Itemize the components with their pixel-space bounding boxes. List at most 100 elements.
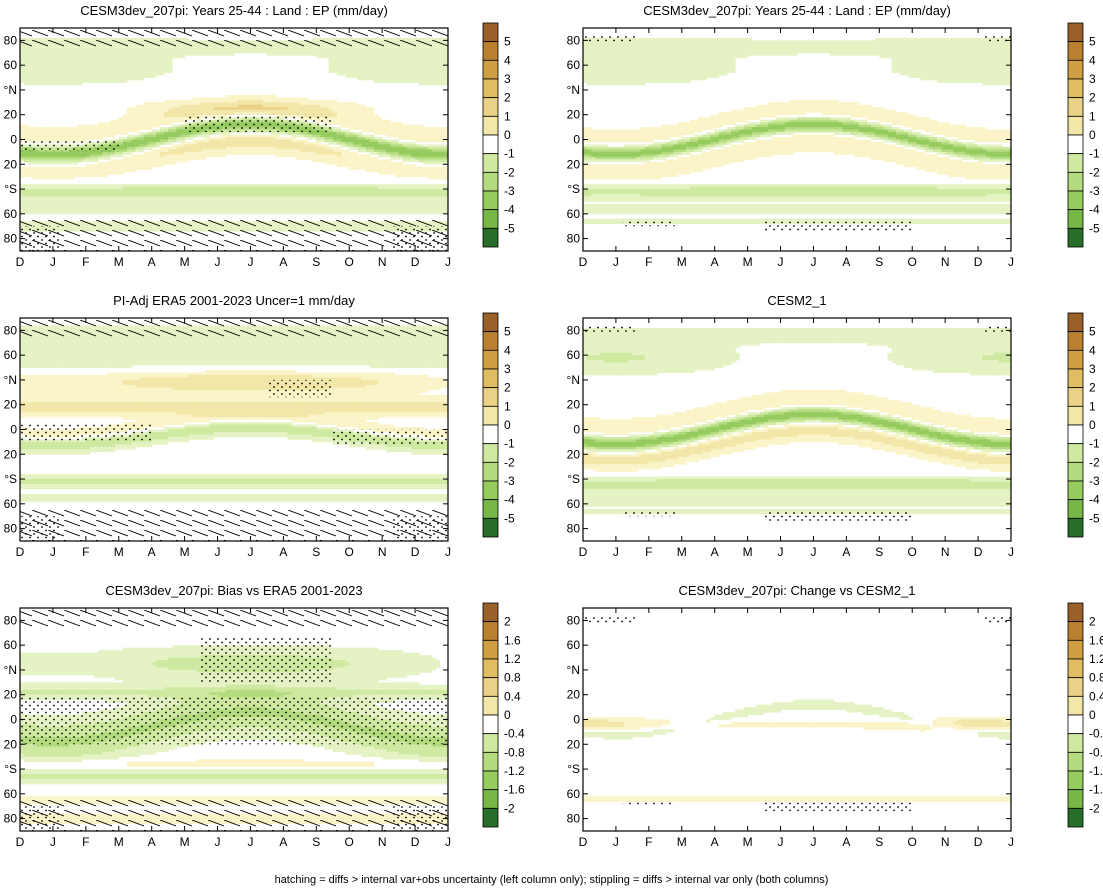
heatmap-cell [148, 120, 153, 123]
heatmap-cell [78, 209, 83, 212]
heatmap-cell [45, 209, 50, 212]
heatmap-cell [119, 55, 124, 58]
heatmap-cell [275, 201, 280, 204]
heatmap-cell [288, 189, 293, 192]
heatmap-cell [86, 194, 91, 197]
heatmap-cell [86, 65, 91, 68]
heatmap-cell [386, 125, 391, 128]
heatmap-cell [32, 78, 37, 81]
heatmap-cell [300, 154, 305, 157]
heatmap-cell [45, 58, 50, 61]
heatmap-cell [292, 140, 297, 143]
heatmap-cell [432, 211, 437, 214]
heatmap-cell [386, 159, 391, 162]
heatmap-cell [57, 194, 62, 197]
heatmap-cell [148, 107, 153, 110]
heatmap-cell [164, 102, 169, 105]
heatmap-cell [259, 95, 264, 98]
heatmap-cell [357, 125, 362, 128]
heatmap-cell [390, 167, 395, 170]
heatmap-cell [148, 132, 153, 135]
heatmap-cell [172, 144, 177, 147]
heatmap-cell [119, 206, 124, 209]
heatmap-cell [267, 147, 272, 150]
heatmap-cell [357, 65, 362, 68]
heatmap-cell [432, 201, 437, 204]
heatmap-cell [390, 152, 395, 155]
heatmap-cell [246, 147, 251, 150]
heatmap-cell [172, 130, 177, 133]
heatmap-cell [127, 78, 132, 81]
heatmap-cell [271, 194, 276, 197]
heatmap-cell [399, 147, 404, 150]
heatmap-cell [390, 65, 395, 68]
heatmap-cell [259, 140, 264, 143]
heatmap-cell [185, 110, 190, 113]
heatmap-cell [86, 159, 91, 162]
heatmap-cell [131, 70, 136, 73]
heatmap-cell [218, 149, 223, 152]
heatmap-cell [341, 58, 346, 61]
heatmap-cell [41, 196, 46, 199]
heatmap-cell [78, 125, 83, 128]
heatmap-cell [49, 70, 54, 73]
heatmap-cell [69, 184, 74, 187]
heatmap-cell [168, 117, 173, 120]
heatmap-cell [440, 177, 445, 180]
heatmap-cell [304, 110, 309, 113]
heatmap-cell [279, 137, 284, 140]
heatmap-cell [119, 65, 124, 68]
heatmap-cell [36, 174, 41, 177]
heatmap-cell [197, 187, 202, 190]
heatmap-cell [176, 55, 181, 58]
heatmap-cell [390, 50, 395, 53]
heatmap-cell [341, 55, 346, 58]
heatmap-cell [78, 50, 83, 53]
heatmap-cell [197, 201, 202, 204]
heatmap-cell [24, 68, 29, 71]
heatmap-cell [341, 164, 346, 167]
heatmap-cell [382, 68, 387, 71]
heatmap-cell [98, 68, 103, 71]
heatmap-cell [374, 120, 379, 123]
heatmap-cell [115, 199, 120, 202]
heatmap-cell [399, 211, 404, 214]
heatmap-cell [119, 187, 124, 190]
heatmap-cell [160, 73, 165, 76]
heatmap-cell [94, 58, 99, 61]
heatmap-cell [395, 65, 400, 68]
heatmap-cell [357, 53, 362, 56]
heatmap-cell [259, 50, 264, 53]
heatmap-cell [127, 162, 132, 165]
heatmap-cell [250, 189, 255, 192]
heatmap-cell [390, 55, 395, 58]
heatmap-cell [102, 206, 107, 209]
heatmap-cell [24, 50, 29, 53]
heatmap-cell [168, 189, 173, 192]
heatmap-cell [267, 107, 272, 110]
heatmap-cell [234, 48, 239, 51]
heatmap-cell [57, 65, 62, 68]
heatmap-cell [164, 100, 169, 103]
heatmap-cell [255, 209, 260, 212]
heatmap-cell [345, 107, 350, 110]
heatmap-cell [267, 192, 272, 195]
heatmap-cell [28, 60, 33, 63]
heatmap-cell [333, 142, 338, 145]
heatmap-cell [28, 154, 33, 157]
heatmap-cell [288, 187, 293, 190]
heatmap-cell [209, 50, 214, 53]
heatmap-cell [152, 63, 157, 66]
heatmap-cell [65, 184, 70, 187]
heatmap-cell [333, 147, 338, 150]
heatmap-cell [395, 130, 400, 133]
heatmap-cell [341, 122, 346, 125]
heatmap-cell [176, 144, 181, 147]
heatmap-cell [209, 112, 214, 115]
heatmap-cell [57, 152, 62, 155]
heatmap-cell [325, 157, 330, 160]
heatmap-cell [226, 105, 231, 108]
heatmap-cell [341, 194, 346, 197]
heatmap-cell [374, 60, 379, 63]
heatmap-cell [205, 201, 210, 204]
